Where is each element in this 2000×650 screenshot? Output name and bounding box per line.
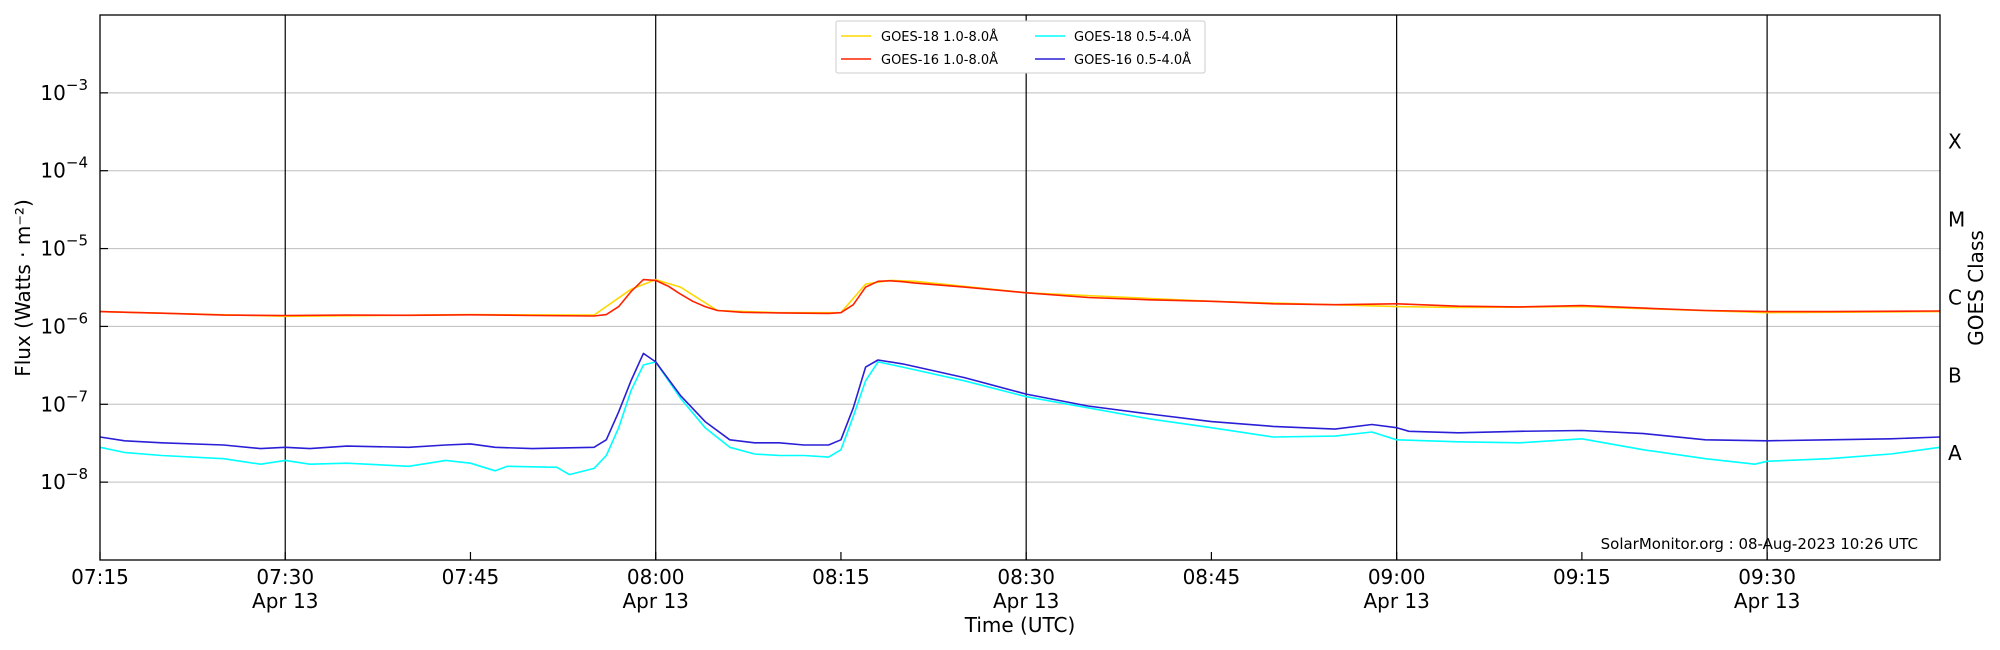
legend-label-goes18-short: GOES-18 0.5-4.0Å: [1074, 29, 1191, 45]
series-line-3: [99, 352, 1941, 450]
legend-label-goes18-long: GOES-18 1.0-8.0Å: [881, 29, 998, 45]
x-tick-date-5: Apr 13: [993, 589, 1059, 613]
series-line-1: [99, 278, 1941, 317]
y-axis-ticks: 10−8 10−7 10−6 10−5 10−4 10−3: [40, 76, 108, 494]
x-tick-label-4: 08:15: [812, 565, 870, 589]
credit-text: SolarMonitor.org : 08-Aug-2023 10:26 UTC: [1601, 535, 1918, 553]
x-tick-label-3: 08:00: [627, 565, 685, 589]
y-tick-label-5: 10−3: [40, 76, 88, 105]
goes-class-label-m: M: [1948, 208, 1965, 232]
x-axis-title: Time (UTC): [964, 613, 1076, 637]
grid-lines: [100, 92, 1940, 483]
legend-label-goes16-long: GOES-16 1.0-8.0Å: [881, 52, 998, 68]
y-tick-label-1: 10−7: [40, 387, 88, 416]
y-tick-label-0: 10−8: [40, 465, 88, 494]
legend-label-goes16-short: GOES-16 0.5-4.0Å: [1074, 52, 1191, 68]
plot-area-frame: [99, 14, 1941, 561]
x-tick-label-9: 09:30: [1738, 565, 1796, 589]
x-tick-date-1: Apr 13: [252, 589, 318, 613]
x-tick-date-9: Apr 13: [1734, 589, 1800, 613]
y-tick-label-3: 10−5: [40, 232, 88, 261]
goes-class-label-c: C: [1948, 285, 1962, 309]
series-line-0: [99, 278, 1941, 318]
series-line-2: [99, 361, 1941, 476]
goes-class-label-a: A: [1948, 441, 1962, 465]
x-tick-label-7: 09:00: [1368, 565, 1426, 589]
x-tick-label-0: 07:15: [71, 565, 129, 589]
legend-box: [835, 20, 1206, 74]
legend: GOES-18 1.0-8.0Å GOES-16 1.0-8.0Å GOES-1…: [835, 20, 1206, 74]
y-tick-label-4: 10−4: [40, 154, 88, 183]
x-tick-label-5: 08:30: [997, 565, 1055, 589]
x-tick-date-3: Apr 13: [623, 589, 689, 613]
x-tick-date-7: Apr 13: [1363, 589, 1429, 613]
goes-class-label-b: B: [1948, 363, 1962, 387]
y2-axis-title: GOES Class: [1964, 230, 1988, 346]
x-tick-label-6: 08:45: [1183, 565, 1241, 589]
goes-class-labels: A B C M X: [1948, 130, 1965, 465]
x-tick-label-1: 07:30: [256, 565, 314, 589]
goes-class-label-x: X: [1948, 130, 1962, 154]
x-tick-label-8: 09:15: [1553, 565, 1611, 589]
series-lines: [99, 278, 1941, 476]
y-tick-label-2: 10−6: [40, 309, 88, 338]
vertical-time-lines: [284, 15, 1768, 560]
y-axis-title: Flux (Watts · m⁻²): [11, 199, 35, 377]
x-tick-label-2: 07:45: [442, 565, 500, 589]
